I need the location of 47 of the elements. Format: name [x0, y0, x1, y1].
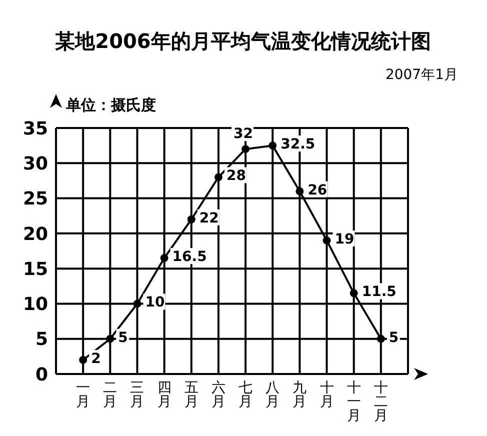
data-label: 32 — [234, 126, 254, 142]
y-tick-label: 15 — [22, 258, 48, 280]
x-tick-label: 九月 — [292, 380, 307, 410]
data-label: 19 — [334, 231, 354, 248]
x-tick-label: 十二月 — [374, 380, 388, 424]
data-label: 26 — [308, 182, 328, 198]
chart-title: 某地2006年的月平均气温变化情况统计图 — [54, 28, 432, 55]
x-tick-label: 十月 — [320, 380, 334, 410]
point — [160, 254, 168, 262]
data-label: 10 — [145, 294, 165, 311]
x-tick-label: 六月 — [211, 380, 226, 410]
point — [187, 215, 196, 224]
x-tick-label: 十一月 — [346, 380, 361, 424]
point — [79, 356, 88, 364]
point — [242, 145, 250, 154]
x-tick-label: 四月 — [157, 380, 172, 410]
point — [268, 142, 277, 150]
x-tick-label: 一月 — [76, 380, 90, 410]
y-axis-title: 单位：摄氏度 — [66, 96, 156, 115]
point — [322, 236, 331, 244]
chart-subtitle: 2007年1月 — [385, 66, 458, 84]
data-label: 16.5 — [172, 249, 207, 266]
x-tick-label: 五月 — [184, 380, 198, 410]
y-tick-label: 20 — [22, 224, 48, 245]
point — [214, 173, 222, 182]
data-label: 28 — [226, 168, 246, 184]
data-label: 5 — [118, 330, 128, 346]
data-label: 5 — [388, 330, 399, 346]
point — [376, 334, 385, 343]
y-tick-label: 35 — [22, 118, 48, 140]
point — [133, 300, 142, 308]
x-tick-label: 七月 — [238, 380, 253, 410]
y-tick-label: 5 — [35, 329, 48, 350]
point — [296, 187, 304, 196]
y-tick-label: 0 — [35, 364, 48, 386]
data-label: 11.5 — [362, 284, 396, 300]
y-tick-label: 25 — [22, 188, 48, 210]
x-tick-label: 八月 — [266, 380, 280, 410]
y-tick-label: 30 — [22, 154, 48, 175]
point — [350, 289, 358, 298]
data-label: 32.5 — [280, 136, 316, 153]
x-tick-label: 三月 — [130, 380, 144, 410]
data-label: 2 — [91, 350, 101, 367]
y-tick-label: 10 — [22, 294, 48, 316]
data-label: 22 — [199, 210, 219, 226]
x-tick-label: 二月 — [103, 380, 118, 410]
point — [106, 334, 114, 343]
